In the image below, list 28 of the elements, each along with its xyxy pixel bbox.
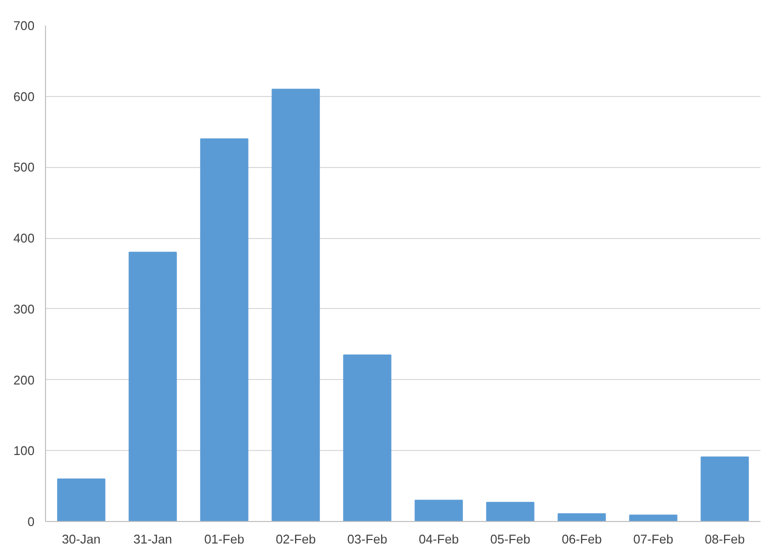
y-tick-label: 400: [13, 232, 35, 246]
bar: [700, 456, 749, 522]
bar: [57, 478, 106, 522]
bar: [486, 502, 534, 522]
y-tick-label: 700: [13, 19, 35, 33]
x-tick-label: 31-Jan: [133, 532, 172, 546]
x-tick-label: 03-Feb: [347, 532, 388, 546]
x-tick-label: 30-Jan: [62, 532, 101, 546]
y-tick-label: 100: [13, 444, 35, 458]
bar: [343, 354, 392, 522]
bar: [272, 88, 320, 522]
x-tick-label: 01-Feb: [204, 532, 244, 546]
bar: [200, 138, 248, 522]
x-tick-label: 02-Feb: [276, 532, 316, 546]
y-tick-label: 0: [27, 515, 35, 529]
y-tick-label: 300: [13, 302, 35, 316]
x-tick-label: 04-Feb: [418, 532, 459, 546]
x-tick-label: 08-Feb: [704, 532, 745, 546]
bar: [629, 514, 678, 522]
bar: [558, 513, 606, 522]
x-tick-label: 06-Feb: [562, 532, 602, 546]
y-tick-label: 500: [13, 160, 35, 175]
bar: [128, 252, 177, 522]
x-tick-label: 05-Feb: [490, 532, 530, 546]
bar: [414, 500, 463, 522]
y-tick-label: 200: [13, 373, 35, 388]
x-tick-label: 07-Feb: [633, 532, 674, 546]
y-tick-label: 600: [13, 90, 35, 104]
